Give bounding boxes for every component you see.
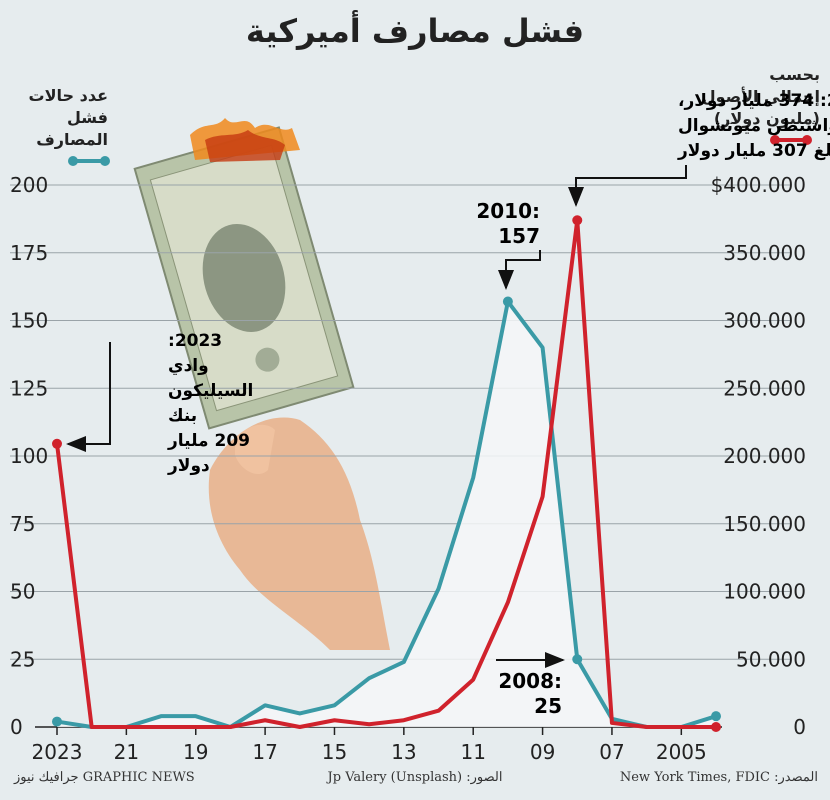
left-tick-label: 150 (10, 309, 48, 333)
left-tick-label: 100 (10, 444, 48, 468)
annotation-wamu: 2008: 374 مليار دولار، بما في ذلك واشنطن… (677, 91, 830, 161)
x-tick-label: 09 (530, 740, 555, 764)
point-failures-2023 (52, 716, 62, 727)
failures-area (57, 301, 716, 727)
annotation-2010-line2: 157 (498, 224, 540, 248)
point-assets-2008 (572, 215, 583, 226)
left-tick-label: 125 (10, 376, 48, 400)
point-assets-2023 (52, 438, 62, 449)
x-tick-label: 17 (252, 740, 277, 764)
left-tick-label: 25 (10, 647, 35, 671)
annotation-wamu-line1: 2008: 374 مليار دولار، (678, 91, 830, 111)
gridlines (10, 184, 790, 728)
x-axis: 2023 21 19 17 15 13 11 09 07 2005 (32, 727, 707, 764)
legend-failures-line1: عدد حالات (28, 86, 108, 105)
x-tick-label: 21 (114, 740, 139, 764)
legend-failures-swatch (68, 156, 110, 166)
left-tick-label: 75 (10, 512, 35, 536)
left-axis: 0 25 50 75 100 125 150 175 200 (10, 173, 48, 739)
left-tick-label: 175 (10, 241, 48, 265)
annotation-svb-line2: وادي (168, 356, 209, 376)
annotation-2010: 2010: 157 (476, 199, 540, 248)
x-tick-label: 15 (322, 740, 347, 764)
right-tick-label: 150.000 (723, 512, 806, 536)
x-tick-label: 2005 (656, 740, 707, 764)
series-line-failures (56, 299, 717, 729)
annotation-2008-line1: 2008: (498, 669, 562, 693)
right-tick-label: $400.000 (711, 173, 806, 197)
legend-assets-line1: بحسب (769, 65, 820, 84)
series-line-assets (55, 218, 716, 729)
annotation-svb-arrow (66, 342, 111, 452)
annotation-2010-line1: 2010: (476, 199, 540, 223)
right-tick-label: 250.000 (723, 376, 806, 400)
annotation-2008-low: 2008: 25 (498, 669, 562, 718)
legend-assets-swatch (770, 135, 812, 145)
point-failures-2010 (502, 296, 513, 307)
annotation-wamu-arrow (568, 165, 687, 207)
x-tick-label: 19 (183, 740, 208, 764)
legend-assets-line3: (مليون دولار) (713, 109, 820, 128)
annotation-wamu-line2: بما في ذلك واشنطن ميوتشوال (678, 116, 830, 136)
footer-credit: GRAPHIC NEWS جرافيك نيوز (14, 770, 195, 785)
right-tick-label: 350.000 (723, 241, 806, 265)
legend-failures-line2: فشل المصارف (36, 108, 108, 149)
annotation-2010-arrow (498, 250, 541, 290)
right-tick-label: 300.000 (723, 309, 806, 333)
left-tick-label: 200 (10, 173, 48, 197)
point-failures-2004 (711, 711, 721, 722)
x-tick-label: 11 (460, 740, 485, 764)
annotation-svb: 2023: وادي السيليكون بنك 209 مليار دولار (167, 331, 253, 476)
annotation-svb-line1: 2023: (168, 331, 222, 351)
right-tick-label: 50.000 (736, 647, 806, 671)
annotation-2008-line2: 25 (534, 694, 562, 718)
right-axis: 0 50.000 100.000 150.000 200.000 250.000 300.0… (711, 173, 806, 739)
legend-assets: بحسب إجمالي الأصول (مليون دولار) (680, 64, 820, 145)
annotation-svb-line4: بنك (168, 406, 197, 426)
point-failures-2008 (572, 654, 583, 665)
annotation-svb-line6: دولار (167, 456, 210, 476)
page-title: فشل مصارف أميركية (245, 12, 585, 50)
right-tick-label: 0 (793, 715, 806, 739)
annotation-svb-line3: السيليكون (168, 381, 253, 401)
right-tick-label: 100.000 (723, 580, 806, 604)
footer-photo: الصور: Jp Valery (Unsplash) (327, 770, 503, 785)
x-tick-label: 2023 (32, 740, 83, 764)
x-tick-label: 07 (599, 740, 624, 764)
markers (52, 215, 721, 732)
annotation-svb-line5: 209 مليار (167, 431, 250, 451)
legend-assets-line2: إجمالي الأصول (701, 87, 820, 106)
footer-source: المصدر: New York Times, FDIC (619, 770, 818, 785)
right-tick-label: 200.000 (723, 444, 806, 468)
annotation-wamu-line3: بنك بمبلغ 307 مليار دولار (677, 141, 830, 161)
left-tick-label: 50 (10, 580, 35, 604)
legend-failures: عدد حالات فشل المصارف (8, 85, 110, 166)
left-tick-label: 0 (10, 715, 23, 739)
point-assets-2004 (711, 722, 721, 732)
x-tick-label: 13 (391, 740, 416, 764)
